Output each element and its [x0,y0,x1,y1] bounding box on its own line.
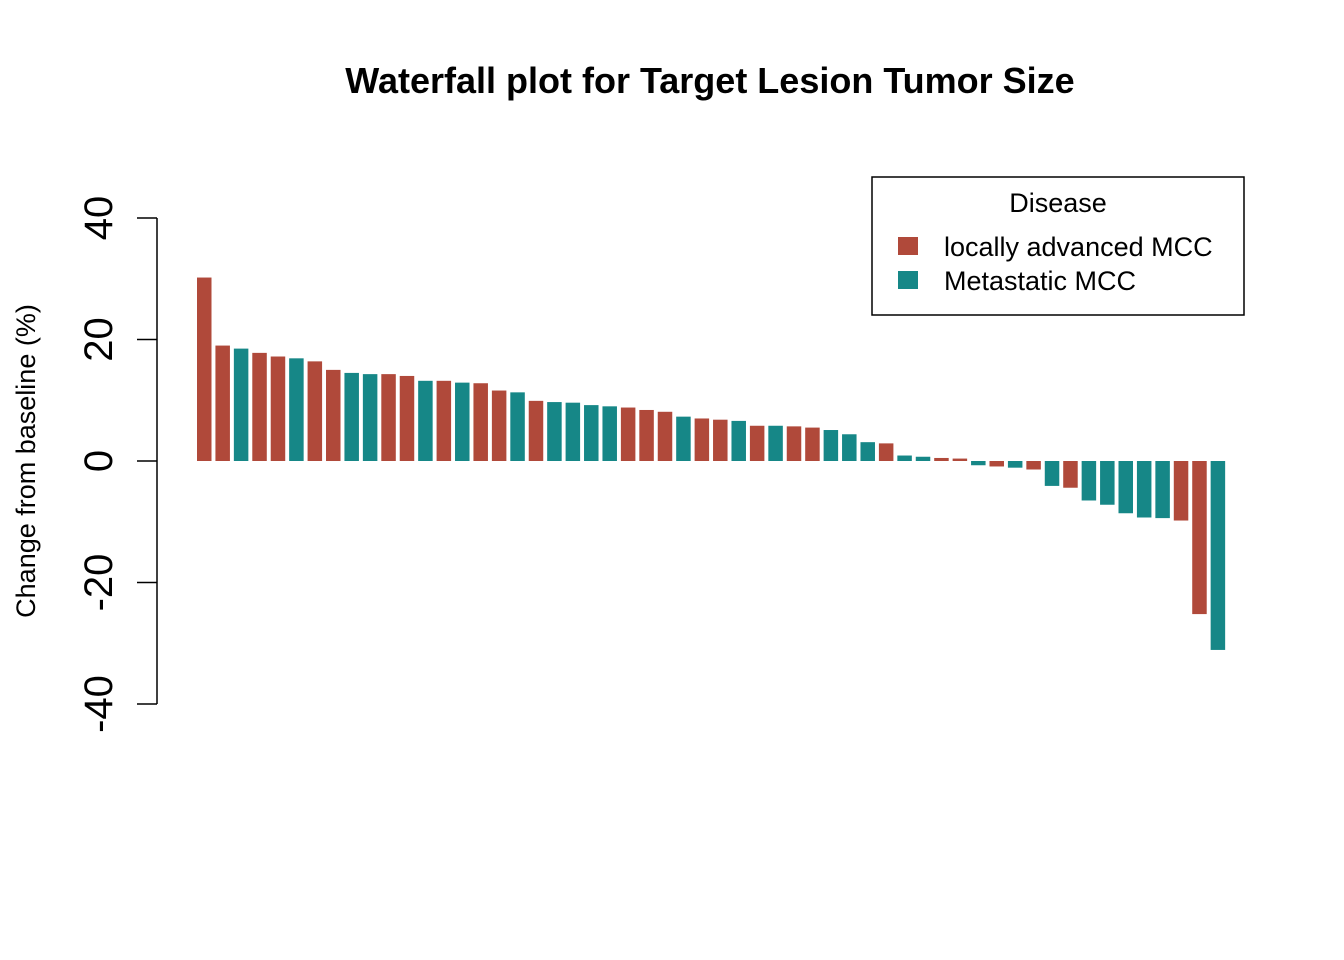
y-tick-label: -20 [77,554,121,612]
bar [878,443,894,461]
bar [1007,461,1023,468]
legend-label-metastatic: Metastatic MCC [944,266,1136,296]
legend-box [871,176,1245,316]
bar [1118,461,1133,514]
bar [418,380,433,461]
bar [233,348,249,461]
bar [565,402,581,461]
bar [344,372,359,461]
bar [326,369,341,462]
bar [620,407,636,461]
bar [473,383,488,461]
bar [399,375,415,461]
bar [694,418,710,461]
bar [1063,461,1078,488]
bar [1155,461,1170,519]
bar [547,402,562,461]
bar [1081,461,1097,501]
bar [786,426,802,461]
bar [676,416,691,461]
bar [1044,461,1060,486]
bar [1192,461,1207,615]
bar [897,455,912,461]
legend-title: Disease [1009,188,1107,218]
bar [749,425,765,461]
y-tick-label: 40 [77,196,121,241]
y-tick-label: 20 [77,317,121,362]
bar [934,457,949,461]
bar [915,456,931,461]
bar [823,430,839,461]
y-axis-label: Change from baseline (%) [11,304,41,618]
bar [252,352,267,461]
bar [1136,461,1152,518]
bar [455,382,470,461]
bar [1210,461,1226,650]
bar [731,420,746,461]
bar [197,277,212,461]
bar [270,356,286,461]
bar [362,374,378,461]
chart-title: Waterfall plot for Target Lesion Tumor S… [345,60,1074,101]
legend: Disease locally advanced MCC Metastatic … [871,176,1245,316]
bar [510,392,525,461]
bar [1173,461,1189,521]
bar [215,345,230,461]
bar [1100,461,1115,505]
bar [602,406,617,461]
bar [952,458,968,461]
legend-label-locally-advanced: locally advanced MCC [944,232,1213,262]
bar [842,434,857,461]
y-tick-label: -40 [77,675,121,733]
bar [860,442,875,461]
bar [307,361,323,461]
bar [381,374,396,461]
bar [639,409,654,461]
y-tick-label: 0 [77,450,121,472]
bar [289,358,304,461]
bar [491,390,507,461]
bar [584,405,599,461]
bar [768,425,783,461]
bar [657,411,673,461]
bar [805,427,820,461]
bars-group [197,277,1226,650]
bar [528,400,544,461]
bar [1026,461,1041,470]
legend-swatch-locally-advanced [898,237,918,255]
bar [971,461,986,466]
bar [713,419,728,461]
y-axis: -40 -20 0 20 40 [77,196,158,733]
legend-swatch-metastatic [898,271,918,289]
bar [436,380,452,461]
bar [989,461,1004,467]
